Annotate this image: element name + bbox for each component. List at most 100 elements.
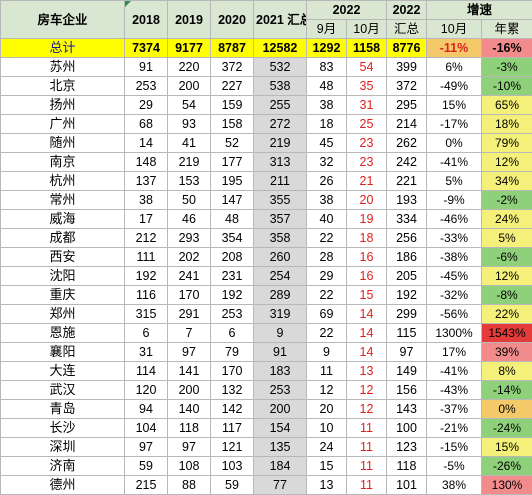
cell-2019[interactable]: 54 <box>168 96 211 115</box>
cell-2021[interactable]: 9 <box>254 324 307 343</box>
cell-oct-growth[interactable]: -38% <box>427 248 482 267</box>
cell-2018[interactable]: 215 <box>125 476 168 495</box>
cell-ytd[interactable]: -14% <box>482 381 532 400</box>
total-sep[interactable]: 1292 <box>307 39 347 58</box>
header-2019[interactable]: 2019 <box>168 1 211 39</box>
cell-2019[interactable]: 140 <box>168 400 211 419</box>
cell-2020[interactable]: 195 <box>211 172 254 191</box>
cell-oct-growth[interactable]: -56% <box>427 305 482 324</box>
cell-oct[interactable]: 11 <box>347 476 387 495</box>
cell-2019[interactable]: 170 <box>168 286 211 305</box>
cell-oct[interactable]: 35 <box>347 77 387 96</box>
cell-city[interactable]: 武汉 <box>1 381 125 400</box>
cell-sep[interactable]: 29 <box>307 267 347 286</box>
cell-city[interactable]: 沈阳 <box>1 267 125 286</box>
cell-oct[interactable]: 11 <box>347 419 387 438</box>
header-company[interactable]: 房车企业 <box>1 1 125 39</box>
cell-2022-sum[interactable]: 262 <box>387 134 427 153</box>
cell-2022-sum[interactable]: 299 <box>387 305 427 324</box>
cell-2022-sum[interactable]: 295 <box>387 96 427 115</box>
cell-oct-growth[interactable]: -32% <box>427 286 482 305</box>
cell-sep[interactable]: 38 <box>307 191 347 210</box>
cell-2020[interactable]: 121 <box>211 438 254 457</box>
header-sep[interactable]: 9月 <box>307 20 347 39</box>
cell-2018[interactable]: 94 <box>125 400 168 419</box>
cell-city[interactable]: 南京 <box>1 153 125 172</box>
cell-ytd[interactable]: 15% <box>482 438 532 457</box>
cell-2020[interactable]: 59 <box>211 476 254 495</box>
cell-2021[interactable]: 253 <box>254 381 307 400</box>
total-label[interactable]: 总计 <box>1 39 125 58</box>
cell-oct[interactable]: 23 <box>347 153 387 172</box>
cell-ytd[interactable]: 12% <box>482 267 532 286</box>
cell-2022-sum[interactable]: 242 <box>387 153 427 172</box>
cell-2019[interactable]: 41 <box>168 134 211 153</box>
cell-oct-growth[interactable]: -46% <box>427 210 482 229</box>
cell-city[interactable]: 常州 <box>1 191 125 210</box>
cell-city[interactable]: 深圳 <box>1 438 125 457</box>
cell-2019[interactable]: 7 <box>168 324 211 343</box>
header-oct-growth[interactable]: 10月 <box>427 20 482 39</box>
cell-ytd[interactable]: 12% <box>482 153 532 172</box>
cell-2022-sum[interactable]: 149 <box>387 362 427 381</box>
cell-city[interactable]: 杭州 <box>1 172 125 191</box>
cell-2022-sum[interactable]: 118 <box>387 457 427 476</box>
cell-oct-growth[interactable]: -37% <box>427 400 482 419</box>
total-2020[interactable]: 8787 <box>211 39 254 58</box>
cell-oct-growth[interactable]: -21% <box>427 419 482 438</box>
cell-2020[interactable]: 103 <box>211 457 254 476</box>
cell-2019[interactable]: 241 <box>168 267 211 286</box>
cell-oct[interactable]: 12 <box>347 400 387 419</box>
cell-2022-sum[interactable]: 192 <box>387 286 427 305</box>
cell-sep[interactable]: 11 <box>307 362 347 381</box>
cell-oct[interactable]: 11 <box>347 438 387 457</box>
cell-sep[interactable]: 12 <box>307 381 347 400</box>
cell-oct-growth[interactable]: -49% <box>427 77 482 96</box>
cell-2022-sum[interactable]: 372 <box>387 77 427 96</box>
cell-2022-sum[interactable]: 256 <box>387 229 427 248</box>
header-2022-summary-year[interactable]: 2022 <box>387 1 427 20</box>
cell-2021[interactable]: 319 <box>254 305 307 324</box>
cell-2020[interactable]: 170 <box>211 362 254 381</box>
header-oct[interactable]: 10月 <box>347 20 387 39</box>
cell-2022-sum[interactable]: 214 <box>387 115 427 134</box>
cell-city[interactable]: 西安 <box>1 248 125 267</box>
cell-oct[interactable]: 54 <box>347 58 387 77</box>
cell-oct-growth[interactable]: 0% <box>427 134 482 153</box>
cell-sep[interactable]: 69 <box>307 305 347 324</box>
cell-sep[interactable]: 13 <box>307 476 347 495</box>
cell-2018[interactable]: 192 <box>125 267 168 286</box>
cell-oct-growth[interactable]: -5% <box>427 457 482 476</box>
cell-2019[interactable]: 118 <box>168 419 211 438</box>
cell-2020[interactable]: 158 <box>211 115 254 134</box>
cell-2021[interactable]: 211 <box>254 172 307 191</box>
cell-2019[interactable]: 46 <box>168 210 211 229</box>
cell-sep[interactable]: 20 <box>307 400 347 419</box>
cell-ytd[interactable]: 65% <box>482 96 532 115</box>
cell-city[interactable]: 恩施 <box>1 324 125 343</box>
cell-2021[interactable]: 538 <box>254 77 307 96</box>
cell-2018[interactable]: 6 <box>125 324 168 343</box>
cell-2018[interactable]: 91 <box>125 58 168 77</box>
cell-oct-growth[interactable]: -43% <box>427 381 482 400</box>
cell-2019[interactable]: 97 <box>168 438 211 457</box>
cell-oct-growth[interactable]: 1300% <box>427 324 482 343</box>
cell-oct[interactable]: 14 <box>347 324 387 343</box>
cell-2020[interactable]: 231 <box>211 267 254 286</box>
cell-city[interactable]: 威海 <box>1 210 125 229</box>
cell-sep[interactable]: 24 <box>307 438 347 457</box>
header-summary[interactable]: 汇总 <box>387 20 427 39</box>
cell-city[interactable]: 随州 <box>1 134 125 153</box>
cell-oct[interactable]: 21 <box>347 172 387 191</box>
cell-ytd[interactable]: 18% <box>482 115 532 134</box>
cell-ytd[interactable]: -2% <box>482 191 532 210</box>
cell-ytd[interactable]: 24% <box>482 210 532 229</box>
cell-sep[interactable]: 22 <box>307 324 347 343</box>
cell-sep[interactable]: 9 <box>307 343 347 362</box>
header-2018[interactable]: 2018 <box>125 1 168 39</box>
cell-2020[interactable]: 132 <box>211 381 254 400</box>
cell-ytd[interactable]: 5% <box>482 229 532 248</box>
cell-2021[interactable]: 183 <box>254 362 307 381</box>
cell-2021[interactable]: 200 <box>254 400 307 419</box>
total-oct-growth[interactable]: -11% <box>427 39 482 58</box>
